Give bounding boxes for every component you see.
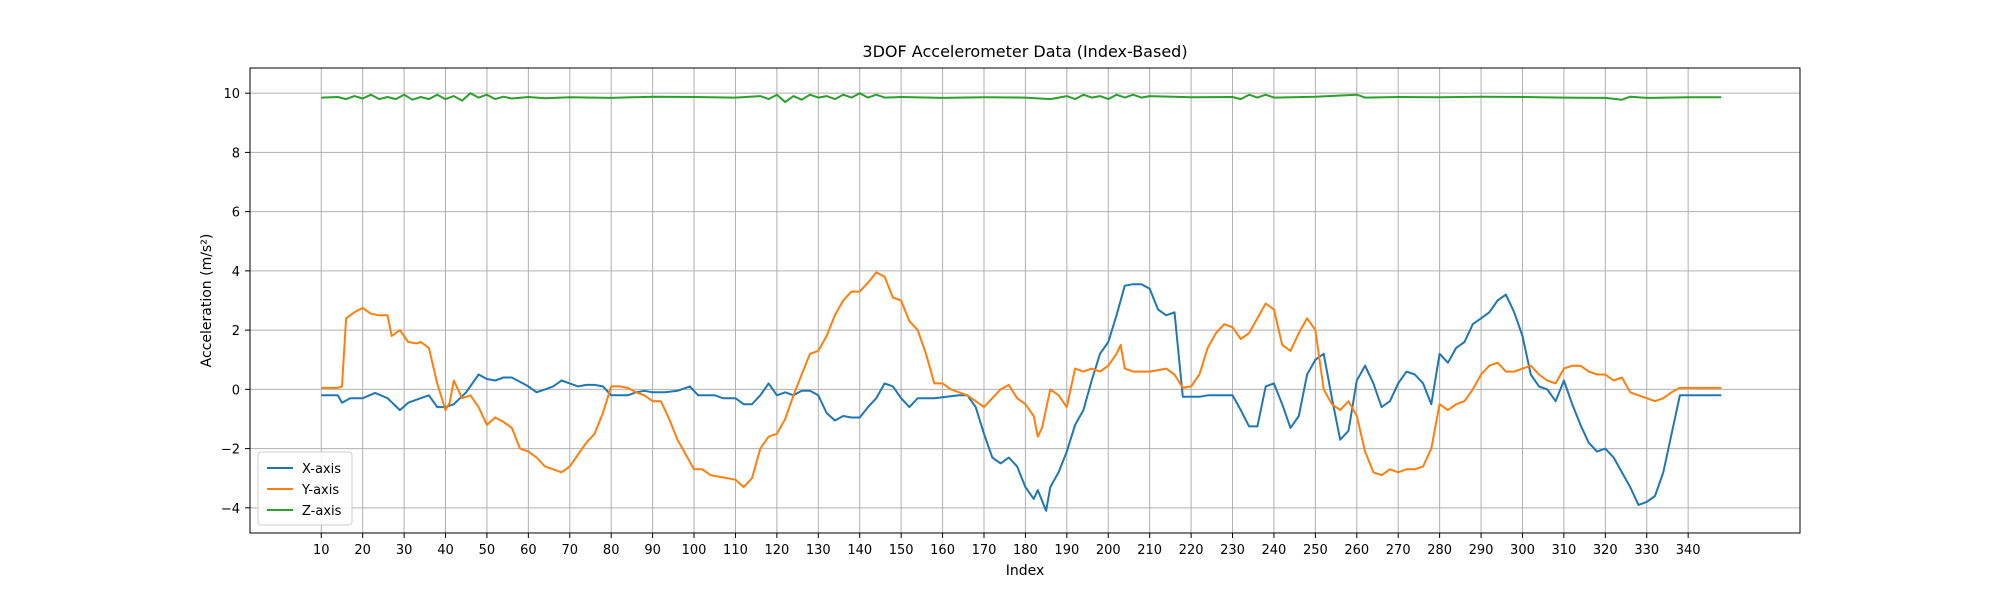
x-tick-label: 260 [1344, 543, 1369, 558]
x-tick-label: 10 [313, 543, 330, 558]
legend: X-axis Y-axis Z-axis [257, 451, 353, 526]
x-tick-label: 30 [396, 543, 413, 558]
legend-label: X-axis [302, 462, 341, 477]
y-tick-label: 10 [223, 87, 240, 102]
y-tick-label: 2 [232, 324, 240, 339]
series-line-z-axis [321, 92, 1722, 104]
axis-ticks: 10 20 30 40 50 60 70 80 90 100 110 120 130 140 150 160 1… [221, 87, 1701, 558]
legend-label: Z-axis [302, 504, 342, 519]
x-tick-label: 170 [972, 543, 997, 558]
x-tick-label: 100 [682, 543, 707, 558]
x-tick-label: 290 [1469, 543, 1494, 558]
x-axis-title: Index [1006, 563, 1045, 579]
x-tick-label: 240 [1262, 543, 1287, 558]
x-tick-label: 270 [1386, 543, 1411, 558]
x-tick-label: 190 [1054, 543, 1079, 558]
y-tick-label: −4 [221, 502, 240, 517]
x-tick-label: 220 [1179, 543, 1204, 558]
grid-lines [250, 68, 1800, 533]
x-tick-label: 110 [723, 543, 748, 558]
x-tick-label: 90 [644, 543, 661, 558]
x-tick-label: 70 [562, 543, 579, 558]
x-tick-label: 60 [520, 543, 537, 558]
series-lines [321, 92, 1722, 512]
x-tick-label: 40 [437, 543, 454, 558]
x-tick-label: 330 [1634, 543, 1659, 558]
x-tick-label: 20 [354, 543, 371, 558]
x-tick-label: 80 [603, 543, 620, 558]
y-tick-label: 6 [232, 206, 240, 221]
x-tick-label: 140 [847, 543, 872, 558]
x-tick-label: 300 [1510, 543, 1535, 558]
legend-label: Y-axis [301, 483, 339, 498]
x-tick-label: 150 [889, 543, 914, 558]
x-tick-label: 210 [1137, 543, 1162, 558]
x-tick-label: 310 [1551, 543, 1576, 558]
x-tick-label: 250 [1303, 543, 1328, 558]
x-tick-label: 160 [930, 543, 955, 558]
series-line-x-axis [321, 283, 1722, 512]
legend-box [257, 451, 353, 526]
x-tick-label: 120 [764, 543, 789, 558]
x-tick-label: 130 [806, 543, 831, 558]
y-tick-label: 8 [232, 146, 240, 161]
y-tick-label: 0 [232, 383, 240, 398]
y-tick-label: 4 [232, 265, 240, 280]
x-tick-label: 230 [1220, 543, 1245, 558]
series-line-y-axis [321, 271, 1722, 489]
x-tick-label: 200 [1096, 543, 1121, 558]
x-tick-label: 180 [1013, 543, 1038, 558]
y-tick-label: −2 [221, 443, 240, 458]
x-tick-label: 280 [1427, 543, 1452, 558]
x-tick-label: 50 [479, 543, 496, 558]
x-tick-label: 340 [1676, 543, 1701, 558]
x-tick-label: 320 [1593, 543, 1618, 558]
y-axis-title: Acceleration (m/s²) [199, 234, 215, 368]
chart-title: 3DOF Accelerometer Data (Index-Based) [862, 42, 1187, 61]
